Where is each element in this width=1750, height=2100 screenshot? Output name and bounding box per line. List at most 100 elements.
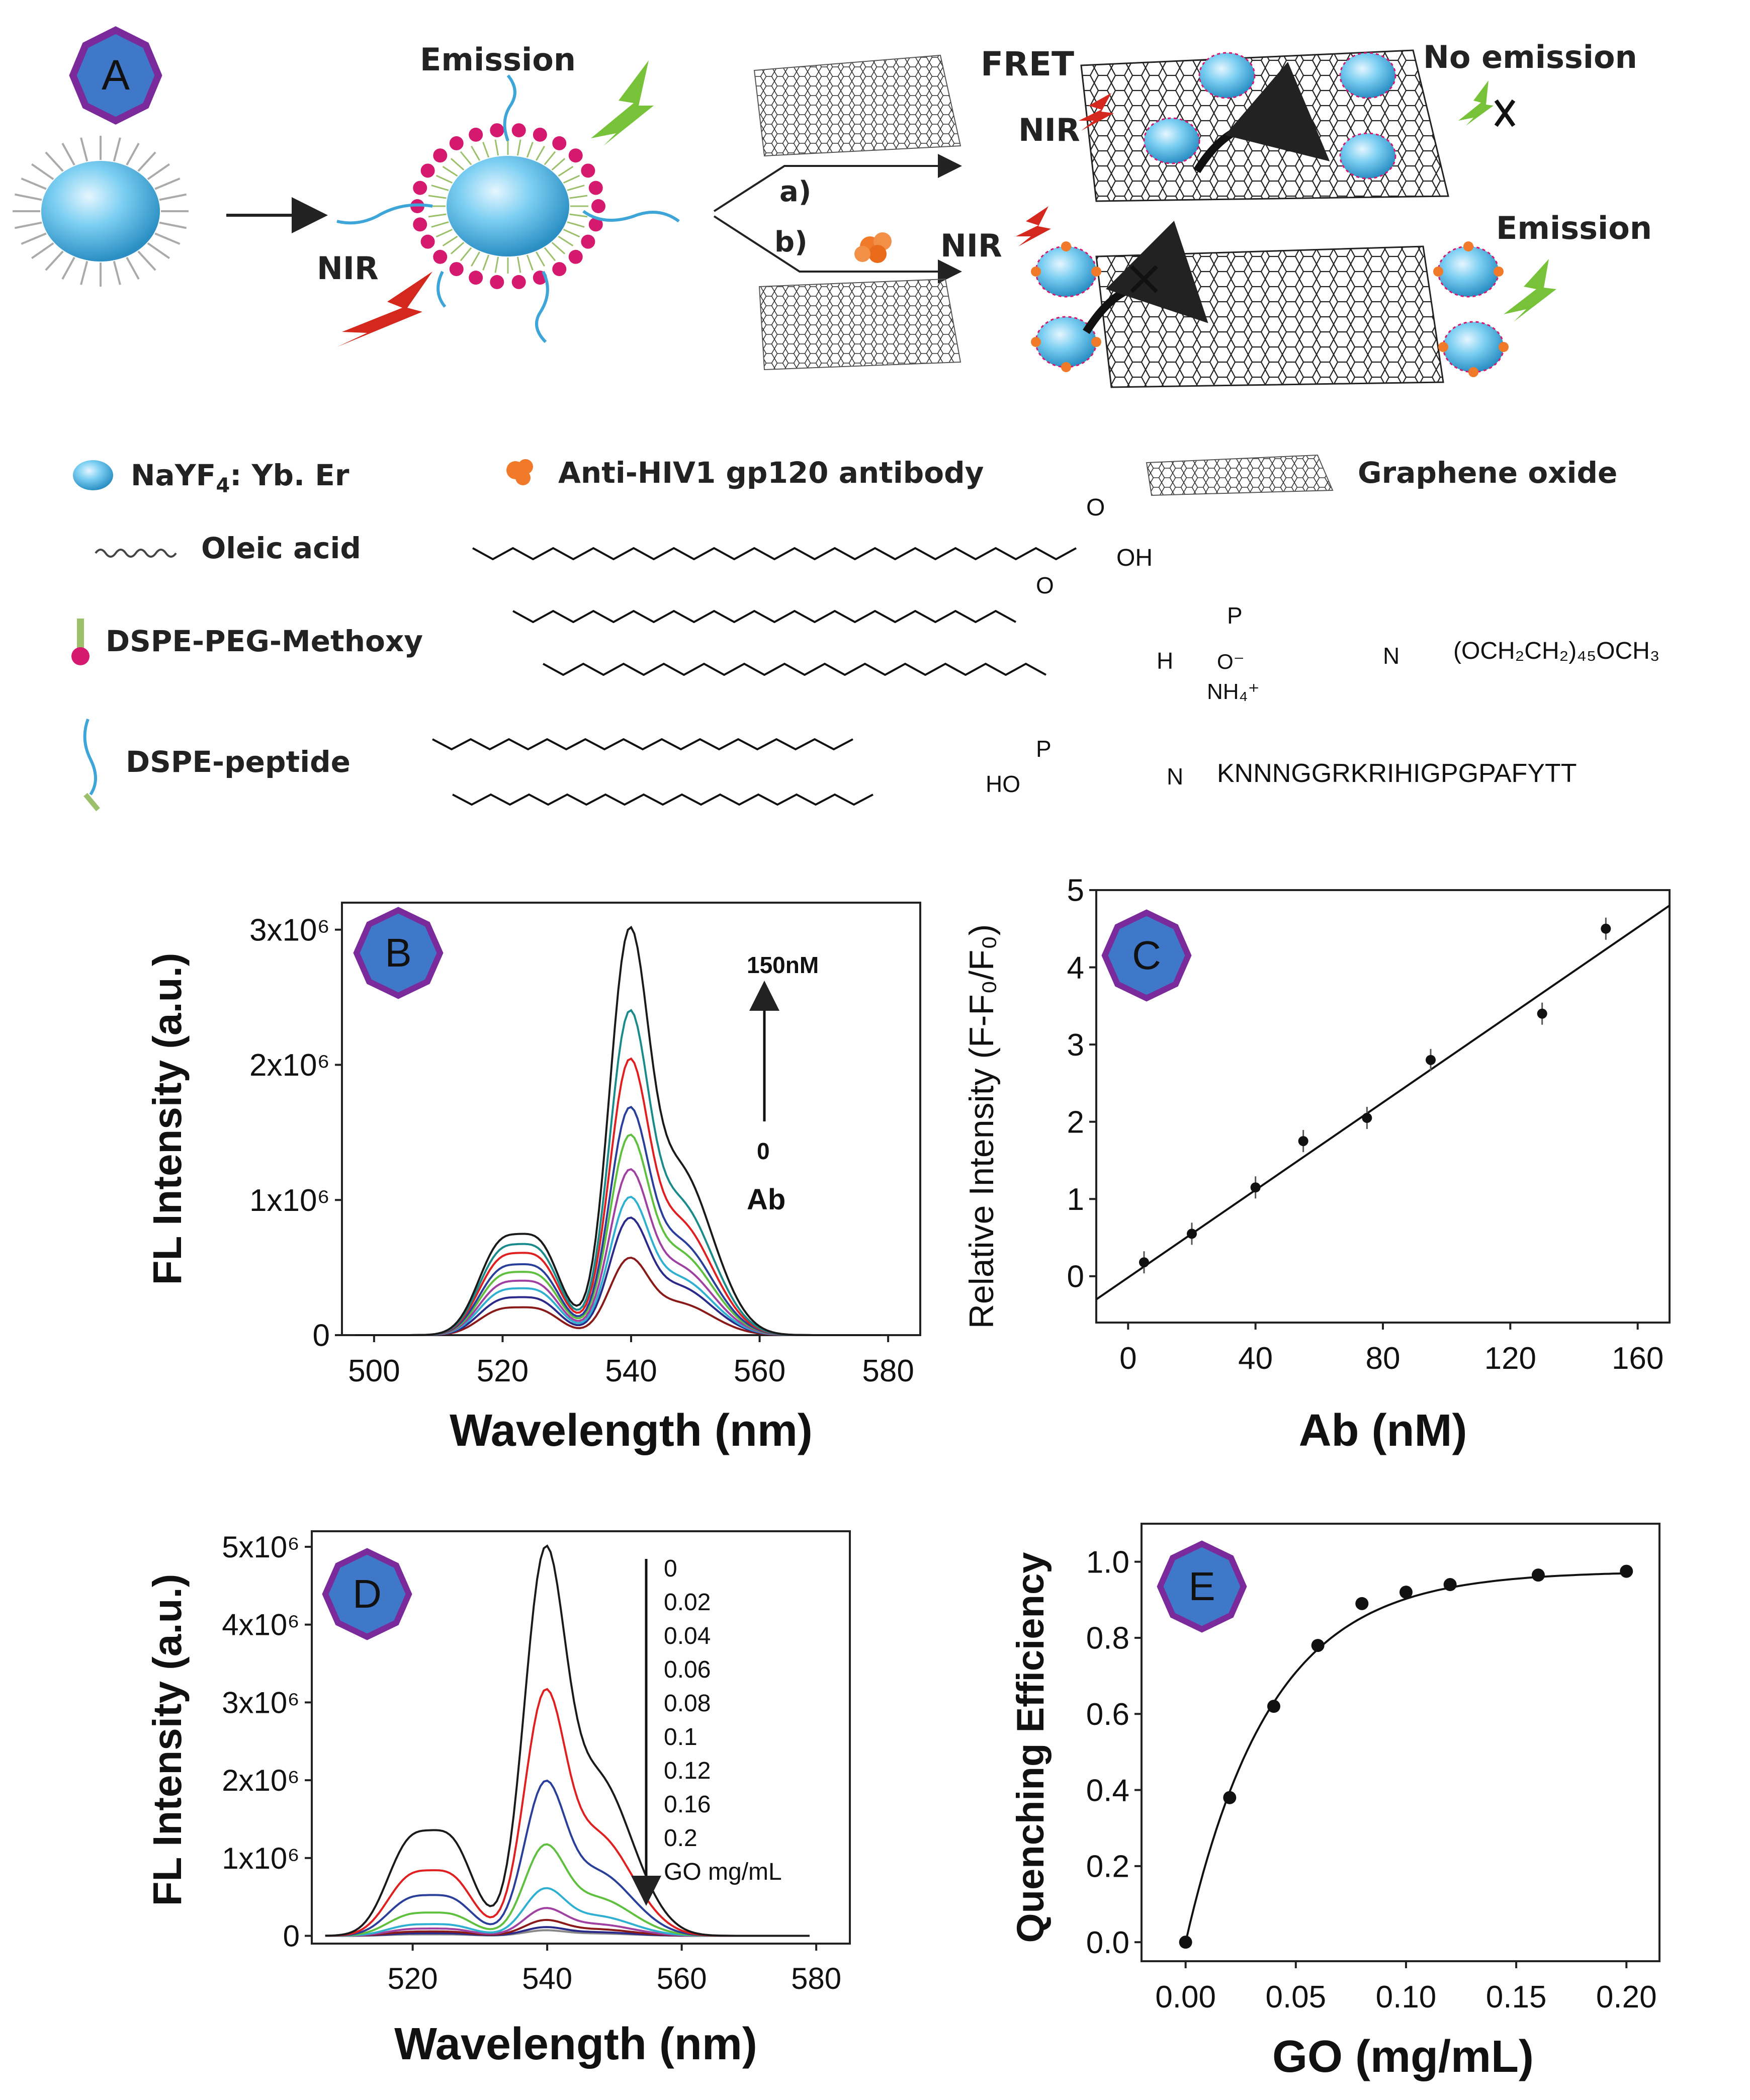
panel-e-ytick-label: 0.0 xyxy=(1086,1926,1129,1960)
panel-b-ytick-label: 2x10⁶ xyxy=(249,1048,330,1083)
panel-b-xtick-label: 580 xyxy=(862,1354,914,1388)
peg-dot xyxy=(581,163,595,178)
chem-o-1: O xyxy=(1036,572,1054,598)
svg-text:NaYF4: Yb. Er: NaYF4: Yb. Er xyxy=(131,458,349,497)
panel-e-data-point xyxy=(1620,1564,1633,1578)
oleic-nanoparticle xyxy=(13,136,189,287)
lipid-spike xyxy=(482,142,490,158)
peg-dot xyxy=(469,127,483,142)
panel-e-xtick-label: 0.10 xyxy=(1376,1980,1437,2015)
legend-nayf4-sub: 4 xyxy=(216,474,230,497)
lipid-spike xyxy=(450,158,465,170)
panel-c-ytick-label: 3 xyxy=(1067,1028,1084,1063)
panel-b-spectrum-line xyxy=(355,1256,882,1336)
panel-badge-d: D xyxy=(322,1548,412,1640)
panel-d: 520 540 560 580 0 1x10⁶ 2x10⁶ 3x10⁶ 4x10⁶ 5x10⁶ D… xyxy=(145,1530,851,2069)
panel-e-ylabel: Quenching Efficiency xyxy=(1009,1552,1052,1943)
panel-c-ytick-label: 1 xyxy=(1067,1182,1084,1217)
panel-d-legend-value: 0.08 xyxy=(664,1690,711,1717)
panel-label-b: B xyxy=(385,930,411,975)
nir-icon-top xyxy=(1079,93,1114,131)
panel-e-data-point xyxy=(1443,1578,1457,1592)
panel-b-ylabel: FL Intensity (a.u.) xyxy=(145,953,190,1285)
legend-antibody: Anti-HIV1 gp120 antibody xyxy=(558,456,984,490)
panel-d-xtick-label: 560 xyxy=(657,1962,707,1995)
lipid-spike xyxy=(569,213,588,218)
panel-b-xlabel: Wavelength (nm) xyxy=(450,1406,813,1456)
panel-c-ytick-label: 5 xyxy=(1067,873,1084,908)
peg-dot xyxy=(420,163,435,178)
annotation-150nm: 150nM xyxy=(747,952,819,978)
lipid-spike xyxy=(428,213,447,218)
panel-c-data-point xyxy=(1139,1257,1149,1268)
lipid-spike xyxy=(563,174,580,184)
lipid-spike xyxy=(471,145,481,161)
lipid-spike xyxy=(431,185,449,191)
branch-a-arrow xyxy=(713,154,962,212)
lipid-spike xyxy=(471,251,481,267)
panel-e-data-point xyxy=(1531,1568,1545,1582)
panel-b-xtick-label: 560 xyxy=(734,1354,785,1388)
chem-peptide: KNNNGGRKRIHIGPGPAFYTT xyxy=(1217,759,1577,788)
panel-d-legend-value: 0.1 xyxy=(664,1724,697,1751)
panel-b-ytick-label: 3x10⁶ xyxy=(249,913,330,947)
oleic-spike xyxy=(137,250,156,271)
lipid-spike xyxy=(535,251,545,267)
panel-d-xlabel: Wavelength (nm) xyxy=(394,2019,757,2069)
nir-icon-bottom xyxy=(1016,206,1051,246)
panel-c-xlabel: Ab (nM) xyxy=(1299,1406,1467,1456)
panel-a-scheme: A Emission NIR a) b) xyxy=(13,26,1659,812)
panel-badge-e: E xyxy=(1157,1540,1247,1633)
panel-badge-c: C xyxy=(1101,909,1192,1002)
panel-e-data-point xyxy=(1179,1936,1192,1949)
panel-e-xtick-label: 0.20 xyxy=(1596,1980,1657,2015)
panel-d-xtick-label: 540 xyxy=(522,1962,572,1995)
nir-icon xyxy=(337,272,432,347)
lipid-spike xyxy=(551,242,566,254)
panel-e-data-point xyxy=(1311,1639,1325,1652)
legend-graphene: Graphene oxide xyxy=(1358,456,1617,490)
panel-e-ytick-label: 0.2 xyxy=(1086,1850,1129,1884)
panel-d-ytick-label: 3x10⁶ xyxy=(222,1686,300,1719)
panel-d-spectrum-line xyxy=(325,1843,810,1937)
chem-p-2: P xyxy=(1036,736,1052,762)
chem-oh: OH xyxy=(1116,545,1153,571)
chem-ho: HO xyxy=(986,771,1020,797)
label-fret: FRET xyxy=(981,45,1074,83)
panel-c-ylabel: Relative Intensity (F-F₀/F₀) xyxy=(962,924,1001,1329)
panel-c: 0 40 80 120 160 0 1 2 3 4 5 C Ab (nM) Relative Int… xyxy=(962,873,1671,1456)
panel-c-data-point xyxy=(1426,1055,1436,1065)
chem-peg-chain: (OCH₂CH₂)₄₅OCH₃ xyxy=(1453,638,1659,664)
panel-b-xtick-label: 520 xyxy=(477,1354,529,1388)
oleic-spike xyxy=(21,178,47,190)
chem-h-1: H xyxy=(1157,648,1173,674)
panel-e-data-point xyxy=(1223,1791,1237,1804)
panel-e-xtick-label: 0.05 xyxy=(1265,1980,1326,2015)
panel-c-data-point xyxy=(1298,1136,1308,1147)
panel-e-data-point xyxy=(1267,1700,1280,1713)
peg-dot xyxy=(591,199,605,213)
panel-d-ytick-label: 1x10⁶ xyxy=(222,1842,300,1875)
oleic-spike xyxy=(80,137,89,162)
peg-dot xyxy=(588,181,603,195)
label-nir-left: NIR xyxy=(317,250,379,287)
panel-label-d: D xyxy=(353,1571,382,1616)
panel-e-data-point xyxy=(1355,1597,1369,1610)
lipid-spike xyxy=(551,158,566,170)
oleic-spike xyxy=(31,163,54,181)
label-emission-top: Emission xyxy=(420,41,576,78)
lipid-spike xyxy=(494,139,499,156)
legend-dspe-peg: DSPE-PEG-Methoxy xyxy=(106,624,423,658)
lipid-spike xyxy=(482,254,490,271)
legend-oleic: Oleic acid xyxy=(201,531,361,565)
panel-e-ytick-label: 0.8 xyxy=(1086,1621,1129,1656)
peg-dot xyxy=(449,262,464,277)
panel-label-c: C xyxy=(1132,933,1161,978)
peg-dot xyxy=(568,148,583,163)
oleic-spike xyxy=(159,193,187,201)
peg-dot xyxy=(420,234,435,249)
peg-dot xyxy=(449,136,464,150)
panel-b-xtick-label: 500 xyxy=(348,1354,400,1388)
lipid-spike xyxy=(435,174,453,184)
